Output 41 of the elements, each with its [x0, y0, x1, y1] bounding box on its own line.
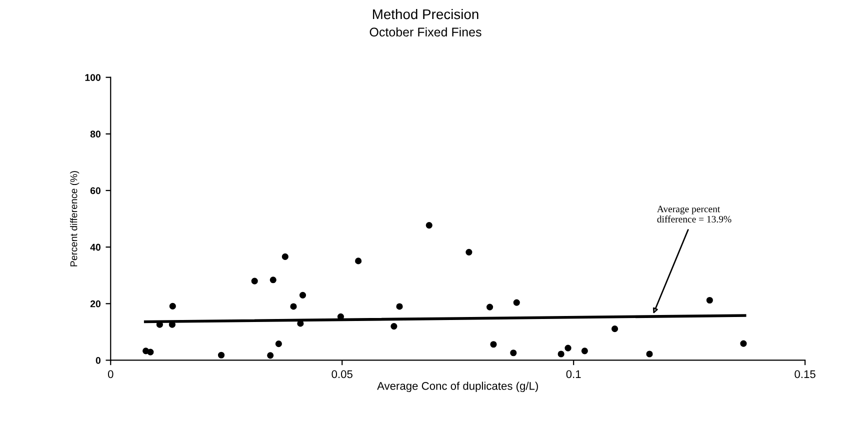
point — [564, 344, 572, 352]
point — [706, 296, 713, 304]
x-tick-label: 0.15 — [794, 370, 816, 378]
x-tick-label: 0 — [108, 370, 114, 378]
annotation: Average percent difference = 13.9% — [657, 206, 732, 223]
point — [510, 350, 517, 356]
y-tick-label: 20 — [90, 300, 101, 308]
point — [611, 326, 618, 332]
point — [486, 304, 494, 310]
x-tick-label: 0.05 — [332, 370, 352, 378]
x-axis-title: Average Conc of duplicates (g/L) — [377, 382, 538, 392]
y-tick-label: 60 — [90, 187, 101, 194]
chart-title: Method Precision — [372, 8, 478, 20]
point — [740, 340, 747, 347]
point — [646, 350, 653, 358]
point — [275, 340, 282, 348]
point — [390, 322, 398, 330]
point — [581, 348, 588, 354]
point — [299, 292, 306, 298]
x-tick-label: 0.1 — [566, 370, 581, 378]
chart-subtitle: October Fixed Fines — [370, 27, 482, 37]
point — [147, 348, 154, 356]
point — [282, 253, 288, 260]
point — [513, 299, 520, 306]
y-tick-label: 0 — [96, 356, 101, 364]
point — [267, 352, 274, 359]
y-tick-label: 80 — [90, 130, 101, 138]
point — [558, 350, 564, 358]
y-axis-title: Percent difference (%) — [70, 171, 80, 266]
point — [426, 222, 432, 229]
point — [490, 341, 497, 348]
point — [218, 352, 225, 358]
point — [251, 278, 258, 284]
point — [466, 248, 472, 256]
point — [270, 276, 276, 284]
y-tick-label: 40 — [90, 244, 101, 251]
point — [290, 303, 297, 310]
point — [396, 303, 403, 310]
y-tick-label: 100 — [85, 74, 101, 81]
point — [355, 258, 362, 264]
point — [169, 302, 176, 310]
